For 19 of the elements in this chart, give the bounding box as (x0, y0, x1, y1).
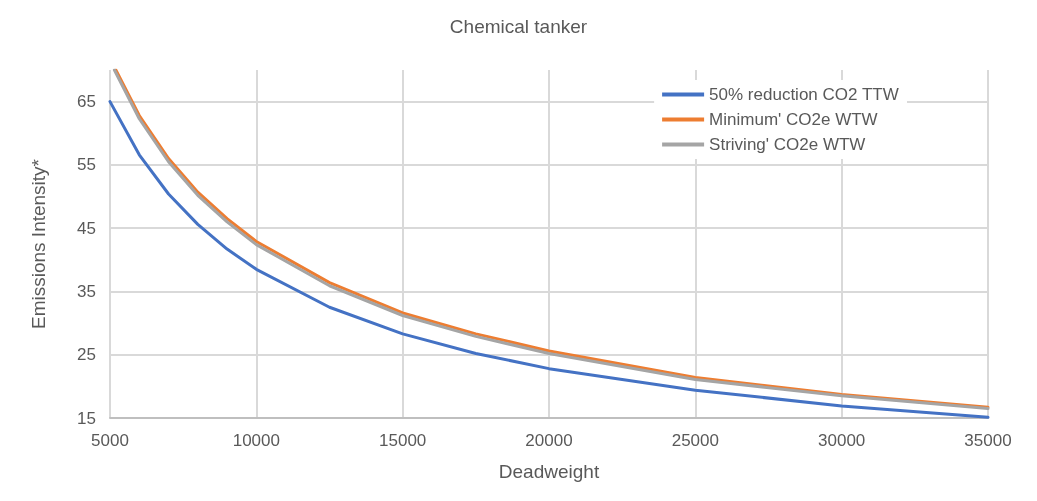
legend-label: Minimum' CO2e WTW (709, 110, 878, 129)
y-tick-label: 55 (77, 155, 96, 175)
y-tick-label: 35 (77, 281, 96, 301)
y-tick-label: 45 (77, 218, 96, 238)
y-axis-title: Emissions Intensity* (28, 158, 49, 330)
x-axis-title: Deadweight (498, 461, 600, 482)
x-tick-label: 25000 (671, 431, 719, 450)
x-tick-label: 20000 (525, 431, 573, 450)
chart-title: Chemical tanker (449, 16, 588, 37)
y-tick-label: 65 (77, 92, 96, 112)
x-tick-label: 15000 (379, 431, 427, 450)
legend-label: 50% reduction CO2 TTW (709, 85, 899, 104)
x-tick-label: 5000 (91, 431, 129, 450)
legend-label: Striving' CO2e WTW (709, 135, 866, 154)
x-tick-label: 30000 (818, 431, 866, 450)
x-tick-label: 10000 (232, 431, 280, 450)
y-tick-label: 15 (77, 408, 96, 428)
y-tick-label: 25 (77, 345, 96, 365)
x-tick-label: 35000 (964, 431, 1012, 450)
